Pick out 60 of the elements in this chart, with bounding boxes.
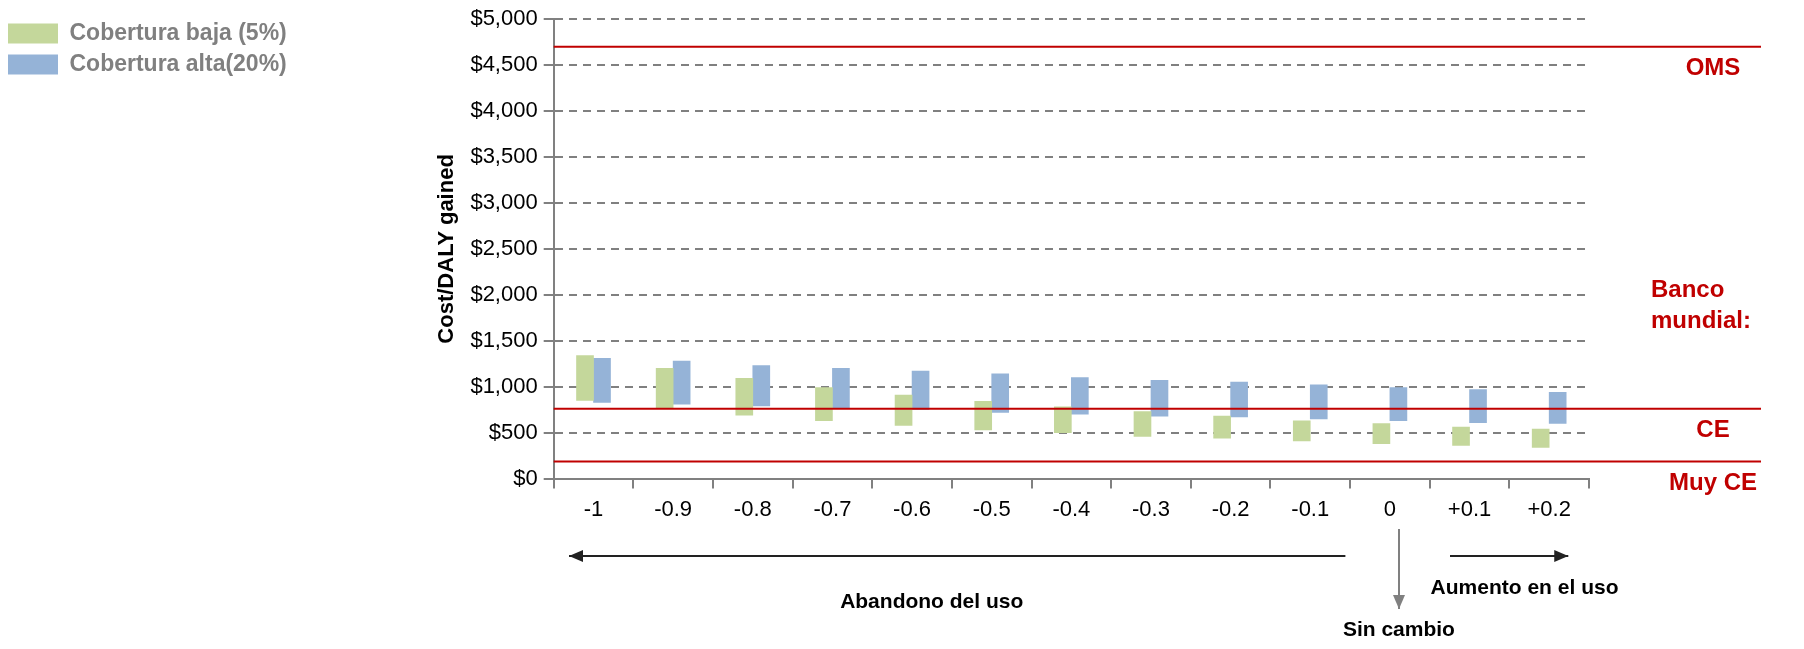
bar [1133,411,1152,437]
y-axis-title: Cost/DALY gained [433,154,459,344]
bar [1309,384,1328,420]
x-tick-label: -0.1 [1291,495,1330,521]
y-tick-label: $4,500 [470,51,538,77]
y-tick-label: $4,000 [470,97,538,123]
x-tick-label: -0.8 [733,495,772,521]
bar [974,401,993,431]
x-tick-label: -0.7 [813,495,852,521]
bar [1292,420,1311,442]
x-tick-label: -0.4 [1052,495,1091,521]
text: Aumento en el uso [1430,574,1619,599]
bar [1452,426,1470,446]
bar [815,387,833,422]
y-tick-label: $3,000 [470,189,538,215]
bar [1548,391,1567,424]
x-tick-label: -0.3 [1132,495,1170,521]
bar [1372,423,1391,445]
x-tick-label: +0.1 [1447,495,1492,521]
bar [672,360,691,405]
text: Banco mundial: [1651,273,1752,335]
bar [1150,379,1169,417]
ref-line-label: CE [1696,415,1730,443]
bar [911,370,930,411]
ref-line-label: Muy CE [1668,468,1758,496]
x-tick-label: -0.2 [1211,495,1250,521]
text: Sin cambio [1342,616,1455,641]
y-tick-label: $1,500 [470,326,538,352]
y-tick-label: $1,000 [470,372,538,398]
bar [576,355,594,401]
bar [752,365,771,407]
bar [1071,377,1089,415]
bar [1531,428,1550,448]
bar [593,357,611,403]
y-tick-label: $2,000 [470,280,538,306]
y-tick-label: $0 [513,464,538,490]
x-tick-label: +0.2 [1527,495,1571,521]
x-tick-label: -1 [583,495,604,521]
y-tick-label: $500 [488,418,538,444]
bar [1213,415,1231,439]
legend-label: Cobertura baja (5%) [69,18,287,45]
y-tick-label: $3,500 [470,143,538,169]
bar [1389,387,1408,422]
bar [1230,381,1248,418]
x-tick-label: 0 [1383,495,1397,521]
x-tick-label: -0.6 [893,495,932,521]
bar [991,373,1010,413]
y-tick-label: $5,000 [470,5,538,31]
x-tick-label: -0.5 [972,495,1011,521]
bar [894,394,913,426]
bar [735,378,754,416]
y-tick-label: $2,500 [470,234,538,260]
legend-label: Cobertura alta(20%) [69,49,287,76]
x-tick-label: -0.9 [654,495,693,521]
ref-line-label: OMS [1685,53,1741,81]
bar [832,368,850,409]
bar [655,368,674,409]
bar [1054,406,1072,433]
bar [1469,389,1487,423]
text: Abandono del uso [840,588,1024,613]
